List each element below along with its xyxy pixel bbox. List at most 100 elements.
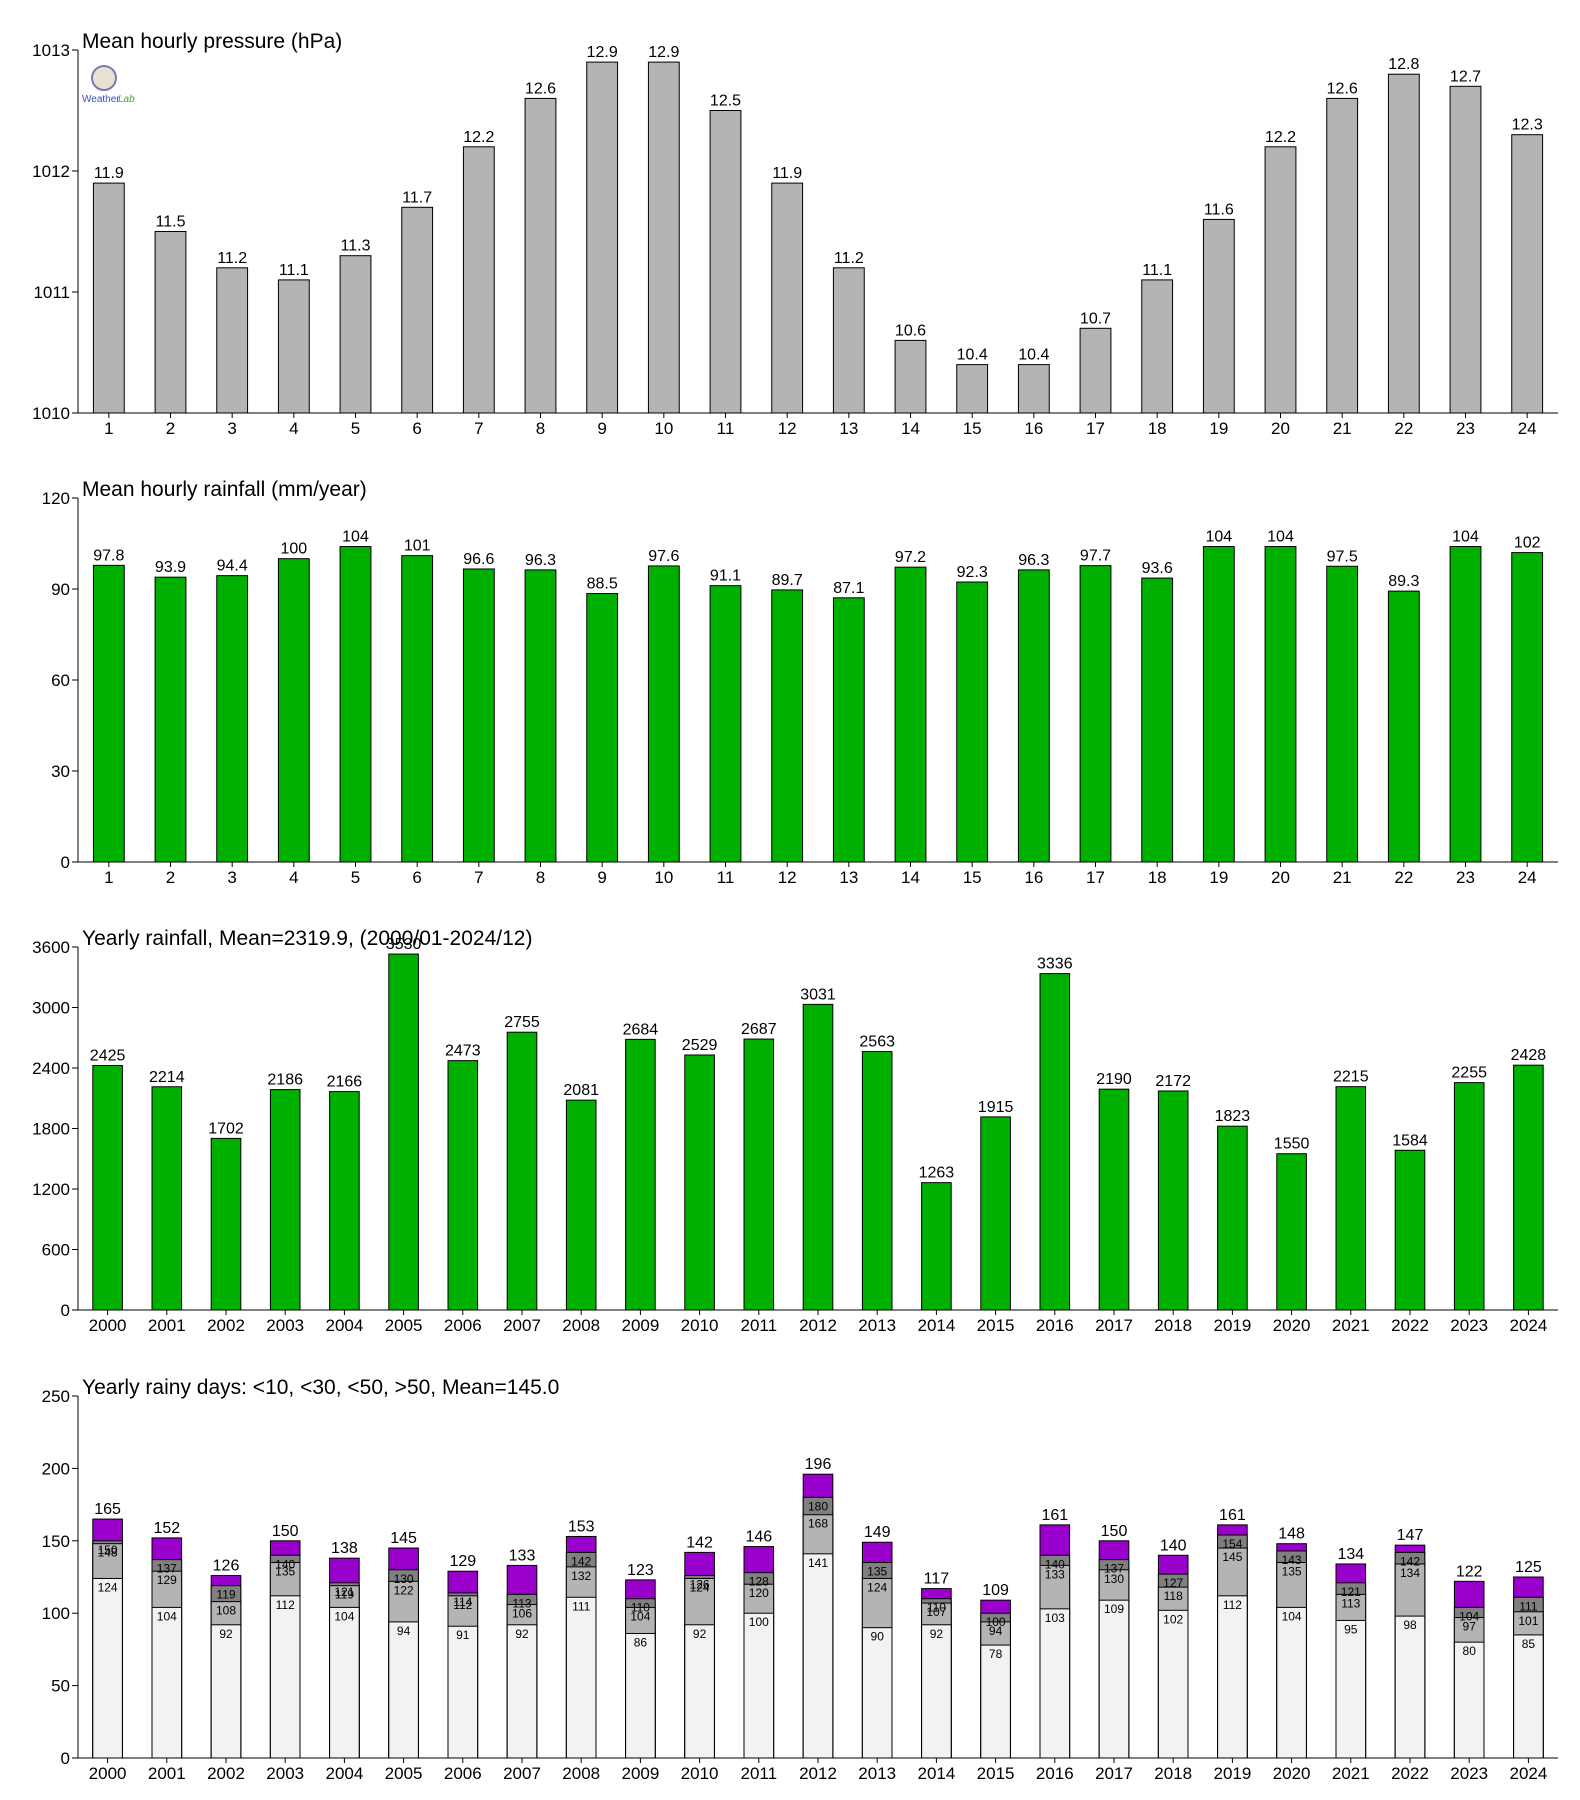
bar bbox=[1217, 1125, 1248, 1311]
x-tick-label: 2000 bbox=[89, 1764, 127, 1783]
value-label: 1823 bbox=[1215, 1108, 1251, 1125]
x-tick-label: 2017 bbox=[1095, 1764, 1133, 1783]
x-tick-label: 7 bbox=[474, 419, 483, 438]
x-tick-label: 5 bbox=[351, 868, 360, 887]
x-tick-label: 3 bbox=[227, 868, 236, 887]
y-tick-label: 1010 bbox=[32, 404, 70, 423]
value-label: 11.3 bbox=[341, 238, 371, 255]
value-label: 1702 bbox=[208, 1120, 244, 1137]
value-label: 97.6 bbox=[648, 548, 679, 565]
bar bbox=[1387, 590, 1420, 863]
bar bbox=[861, 1051, 893, 1311]
x-tick-label: 2008 bbox=[562, 1316, 600, 1335]
segment-label: 129 bbox=[157, 1573, 177, 1587]
bar bbox=[269, 1089, 301, 1311]
y-tick-label: 60 bbox=[51, 671, 70, 690]
bar bbox=[154, 231, 187, 414]
value-label: 93.6 bbox=[1142, 560, 1173, 577]
x-tick-label: 2003 bbox=[266, 1316, 304, 1335]
segment-label: 120 bbox=[749, 1586, 769, 1600]
segment-label: 78 bbox=[989, 1647, 1003, 1661]
segment-label: 143 bbox=[1282, 1553, 1302, 1567]
x-tick-label: 20 bbox=[1271, 868, 1290, 887]
bar bbox=[339, 546, 372, 863]
bar bbox=[401, 206, 434, 414]
bar bbox=[709, 110, 742, 414]
x-tick-label: 23 bbox=[1456, 868, 1475, 887]
x-tick-label: 2016 bbox=[1036, 1316, 1074, 1335]
x-tick-label: 10 bbox=[654, 868, 673, 887]
segment-label: 114 bbox=[453, 1595, 472, 1609]
value-label: 146 bbox=[745, 1529, 772, 1546]
segment-label: 98 bbox=[1403, 1618, 1417, 1632]
segment-label: 142 bbox=[571, 1554, 591, 1568]
bar bbox=[388, 953, 419, 1311]
value-label: 2684 bbox=[623, 1021, 659, 1038]
value-label: 104 bbox=[1452, 529, 1479, 546]
x-tick-label: 20 bbox=[1271, 419, 1290, 438]
x-tick-label: 19 bbox=[1209, 868, 1228, 887]
value-label: 138 bbox=[331, 1540, 358, 1557]
bar bbox=[980, 1116, 1011, 1311]
value-label: 3031 bbox=[800, 986, 836, 1003]
y-tick-label: 200 bbox=[42, 1459, 70, 1478]
x-tick-label: 2003 bbox=[266, 1764, 304, 1783]
bar bbox=[684, 1624, 715, 1759]
segment-label: 124 bbox=[98, 1580, 118, 1594]
value-label: 196 bbox=[805, 1456, 832, 1473]
bar bbox=[956, 581, 989, 863]
bar bbox=[647, 61, 680, 414]
x-tick-label: 2011 bbox=[741, 1764, 778, 1783]
segment-label: 94 bbox=[989, 1624, 1003, 1638]
value-label: 104 bbox=[342, 529, 369, 546]
x-tick-label: 2007 bbox=[503, 1316, 541, 1335]
bar bbox=[1449, 546, 1482, 863]
bar bbox=[1387, 73, 1420, 414]
bar bbox=[684, 1054, 715, 1311]
segment-label: 91 bbox=[456, 1628, 470, 1642]
value-label: 2081 bbox=[563, 1082, 599, 1099]
bar bbox=[1017, 569, 1050, 863]
value-label: 148 bbox=[1278, 1526, 1305, 1543]
value-label: 92.3 bbox=[957, 564, 988, 581]
segment-label: 141 bbox=[808, 1556, 828, 1570]
bar bbox=[1453, 1082, 1485, 1311]
bar bbox=[1039, 1608, 1071, 1759]
x-tick-label: 2019 bbox=[1213, 1764, 1251, 1783]
x-tick-label: 2021 bbox=[1332, 1764, 1370, 1783]
segment-label: 145 bbox=[1222, 1550, 1242, 1564]
x-tick-label: 2006 bbox=[444, 1316, 482, 1335]
segment-label: 119 bbox=[335, 1588, 354, 1602]
value-label: 153 bbox=[568, 1518, 595, 1535]
segment-label: 100 bbox=[986, 1615, 1006, 1629]
value-label: 10.4 bbox=[957, 347, 988, 364]
bar bbox=[151, 1606, 183, 1759]
segment-label: 124 bbox=[690, 1580, 710, 1594]
value-label: 129 bbox=[449, 1553, 476, 1570]
segment-label: 107 bbox=[926, 1605, 946, 1619]
value-label: 96.3 bbox=[525, 552, 556, 569]
segment-label: 113 bbox=[512, 1596, 531, 1610]
bar bbox=[1157, 1609, 1189, 1759]
logo: Weather Lab bbox=[82, 65, 135, 105]
y-tick-label: 0 bbox=[61, 853, 70, 872]
value-label: 12.6 bbox=[525, 80, 556, 97]
value-label: 89.7 bbox=[772, 572, 803, 589]
bar bbox=[565, 1099, 597, 1311]
y-tick-label: 2400 bbox=[32, 1059, 70, 1078]
x-tick-label: 2005 bbox=[385, 1316, 423, 1335]
bar bbox=[524, 569, 557, 863]
x-tick-label: 2014 bbox=[917, 1764, 955, 1783]
y-tick-label: 0 bbox=[61, 1749, 70, 1768]
segment-label: 124 bbox=[867, 1580, 887, 1594]
bar bbox=[625, 1632, 656, 1759]
bar bbox=[980, 1644, 1011, 1759]
bar bbox=[1335, 1619, 1367, 1759]
value-label: 87.1 bbox=[833, 580, 864, 597]
value-label: 100 bbox=[280, 541, 307, 558]
x-tick-label: 4 bbox=[289, 868, 298, 887]
x-tick-label: 9 bbox=[597, 419, 606, 438]
x-tick-label: 7 bbox=[474, 868, 483, 887]
x-tick-label: 2 bbox=[166, 868, 175, 887]
segment-label: 133 bbox=[1045, 1567, 1065, 1581]
